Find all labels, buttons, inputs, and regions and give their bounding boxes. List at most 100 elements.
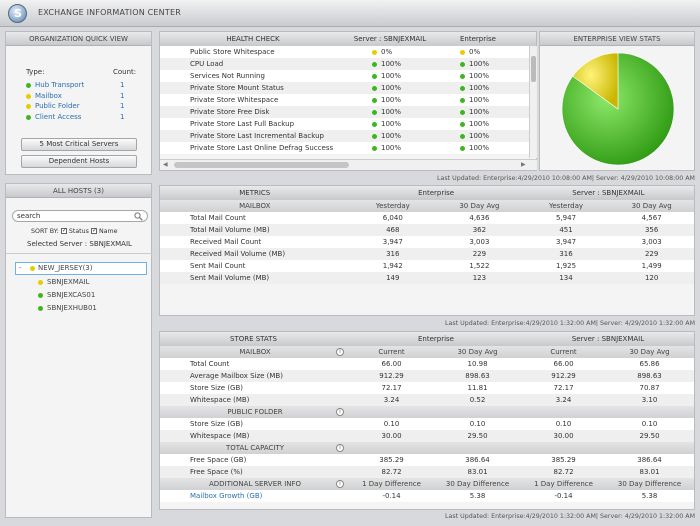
horizontal-scrollbar[interactable]: ◀ ▶ bbox=[160, 159, 537, 170]
quick-view-item-label[interactable]: Client Access bbox=[35, 112, 82, 121]
metrics-cell: 6,040 bbox=[349, 212, 437, 224]
health-server-cell: 100% bbox=[346, 94, 434, 106]
enterprise-pie-chart bbox=[561, 52, 675, 166]
host-name[interactable]: SBNJEXHUB01 bbox=[47, 304, 97, 312]
store-cell: 30.00 bbox=[350, 430, 434, 442]
health-row: CPU Load 100% 100% bbox=[160, 58, 536, 70]
host-item[interactable]: SBNJEXCAS01 bbox=[38, 291, 148, 304]
dependent-hosts-button[interactable]: Dependent Hosts bbox=[21, 155, 137, 168]
public-folder-section-cell: PUBLIC FOLDER i bbox=[160, 406, 350, 418]
status-dot-icon bbox=[460, 49, 465, 55]
type-header: Type: bbox=[26, 68, 45, 76]
search-input[interactable]: search bbox=[12, 210, 148, 222]
metrics-table: METRICS Enterprise Server : SBNJEXMAIL M… bbox=[160, 186, 694, 284]
store-last-updated: Last Updated: Enterprise:4/29/2010 1:32:… bbox=[445, 513, 695, 520]
host-item[interactable]: SBNJEXHUB01 bbox=[38, 304, 148, 317]
metrics-server-header: Server : SBNJEXMAIL bbox=[572, 189, 645, 197]
quick-view-item[interactable]: Public Folder 1 bbox=[26, 102, 136, 113]
health-server-value: 100% bbox=[381, 120, 402, 128]
count-header: Count: bbox=[113, 68, 137, 76]
metrics-cell: 1,925 bbox=[522, 260, 610, 272]
info-icon[interactable]: i bbox=[336, 480, 344, 488]
store-row-label: Whitespace (MB) bbox=[160, 430, 350, 442]
health-row-label: Services Not Running bbox=[160, 70, 346, 82]
store-column-header bbox=[605, 442, 694, 454]
metrics-col-yesterday-e: Yesterday bbox=[349, 200, 437, 212]
quick-view-item-count[interactable]: 1 bbox=[120, 102, 125, 110]
status-dot-icon bbox=[460, 121, 465, 127]
store-cell: 3.24 bbox=[521, 394, 606, 406]
sort-name-checkbox[interactable]: ✓ bbox=[90, 227, 97, 234]
quick-view-item-label[interactable]: Mailbox bbox=[35, 91, 62, 100]
status-dot-icon bbox=[372, 145, 377, 151]
store-row: Whitespace (MB) 3.24 0.52 3.24 3.10 bbox=[160, 394, 694, 406]
metrics-cell: 229 bbox=[436, 248, 523, 260]
quick-view-item[interactable]: Client Access 1 bbox=[26, 113, 136, 124]
store-column-header bbox=[433, 406, 522, 418]
status-dot-icon bbox=[460, 73, 465, 79]
vertical-scroll-thumb[interactable] bbox=[531, 56, 536, 82]
host-group-new-jersey[interactable]: - NEW_JERSEY(3) bbox=[15, 262, 147, 275]
health-last-updated: Last Updated: Enterprise:4/29/2010 10:08… bbox=[437, 175, 695, 182]
store-cell: 0.10 bbox=[433, 418, 522, 430]
info-icon[interactable]: i bbox=[336, 348, 344, 356]
status-dot-icon bbox=[460, 109, 465, 115]
metrics-enterprise-header: Enterprise bbox=[418, 189, 455, 197]
health-row: Private Store Last Incremental Backup 100… bbox=[160, 130, 536, 142]
metrics-subheader-row: MAILBOX Yesterday 30 Day Avg Yesterday 3… bbox=[160, 200, 694, 212]
info-icon[interactable]: i bbox=[336, 408, 344, 416]
store-row-label[interactable]: Mailbox Growth (GB) bbox=[160, 490, 350, 502]
quick-view-item[interactable]: Mailbox 1 bbox=[26, 92, 136, 103]
quick-view-item-label[interactable]: Public Folder bbox=[35, 102, 80, 110]
quick-view-item-count[interactable]: 1 bbox=[120, 91, 125, 100]
status-dot-icon bbox=[26, 104, 31, 109]
scroll-right-icon[interactable]: ▶ bbox=[521, 161, 526, 168]
sort-status-checkbox[interactable]: ✓ bbox=[60, 227, 67, 234]
status-dot-icon bbox=[372, 73, 377, 79]
health-row: Private Store Last Online Defrag Success… bbox=[160, 142, 536, 154]
collapse-icon[interactable]: - bbox=[19, 264, 22, 272]
critical-servers-button[interactable]: 5 Most Critical Servers bbox=[21, 138, 137, 151]
additional-info-section-label: ADDITIONAL SERVER INFO bbox=[208, 480, 302, 488]
metrics-cell: 3,003 bbox=[436, 236, 523, 248]
health-row: Private Store Mount Status 100% 100% bbox=[160, 82, 536, 94]
store-column-header: Current bbox=[350, 346, 434, 358]
metrics-panel: METRICS Enterprise Server : SBNJEXMAIL M… bbox=[159, 185, 695, 316]
quick-view-item-count[interactable]: 1 bbox=[120, 81, 125, 89]
store-row-label: Store Size (GB) bbox=[160, 418, 350, 430]
quick-view-item-count[interactable]: 1 bbox=[120, 112, 125, 121]
metrics-row: Total Mail Volume (MB) 468 362 451 356 bbox=[160, 224, 694, 236]
store-row-label: Free Space (GB) bbox=[160, 454, 350, 466]
info-icon[interactable]: i bbox=[336, 444, 344, 452]
health-row: Private Store Free Disk 100% 100% bbox=[160, 106, 536, 118]
health-enterprise-cell: 100% bbox=[434, 94, 522, 106]
metrics-cell: 5,947 bbox=[522, 212, 610, 224]
store-cell: 0.10 bbox=[521, 418, 606, 430]
store-row-label: Average Mailbox Size (MB) bbox=[160, 370, 350, 382]
search-icon[interactable] bbox=[134, 212, 143, 221]
store-row: Average Mailbox Size (MB) 912.29 898.63 912… bbox=[160, 370, 694, 382]
quick-view-item[interactable]: Hub Transport 1 bbox=[26, 81, 136, 92]
store-title: STORE STATS bbox=[230, 335, 277, 343]
host-name[interactable]: SBNJEXCAS01 bbox=[47, 291, 96, 299]
host-item[interactable]: SBNJEXMAIL bbox=[38, 278, 148, 291]
public-folder-section-row: PUBLIC FOLDER i bbox=[160, 406, 694, 418]
sort-by-row: SORT BY: ✓ Status ✓ Name bbox=[31, 227, 118, 236]
store-cell: 83.01 bbox=[433, 466, 522, 478]
health-enterprise-cell: 0% bbox=[434, 46, 522, 58]
metrics-cell: 149 bbox=[349, 272, 437, 284]
scroll-left-icon[interactable]: ◀ bbox=[163, 161, 168, 168]
health-server-value: 100% bbox=[381, 84, 402, 92]
host-name[interactable]: SBNJEXMAIL bbox=[47, 278, 90, 286]
metrics-row: Received Mail Volume (MB) 316 229 316 229 bbox=[160, 248, 694, 260]
health-enterprise-cell: 100% bbox=[434, 70, 522, 82]
quick-view-item-label[interactable]: Hub Transport bbox=[35, 81, 85, 89]
vertical-scrollbar[interactable] bbox=[529, 46, 537, 158]
store-cell: 3.24 bbox=[350, 394, 434, 406]
health-enterprise-cell: 100% bbox=[434, 142, 522, 154]
health-title: HEALTH CHECK bbox=[226, 35, 280, 43]
horizontal-scroll-thumb[interactable] bbox=[174, 162, 349, 168]
health-enterprise-cell: 100% bbox=[434, 118, 522, 130]
store-cell: 385.29 bbox=[350, 454, 434, 466]
store-cell: 5.38 bbox=[605, 490, 694, 502]
